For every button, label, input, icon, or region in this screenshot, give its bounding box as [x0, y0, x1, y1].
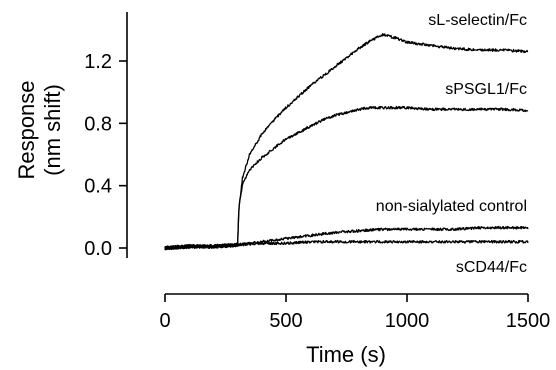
x-ticks: 0 500 1000 1500 [159, 294, 550, 332]
x-tick-label: 500 [269, 310, 302, 332]
x-tick-label: 0 [159, 310, 170, 332]
series-line-scd44 [164, 239, 529, 251]
series-line-sl-selectin [164, 32, 529, 251]
series-label-scd44: sCD44/Fc [456, 259, 527, 276]
x-tick-label: 1000 [385, 310, 430, 332]
series-label-non-sialylated-control: non-sialylated control [376, 198, 527, 215]
y-tick-label: 0.4 [84, 176, 112, 198]
y-tick-label: 1.2 [84, 51, 112, 73]
y-ticks: 0.0 0.4 0.8 1.2 [84, 51, 127, 260]
series-label-spsgl1: sPSGL1/Fc [445, 81, 527, 98]
series-label-sl-selectin: sL-selectin/Fc [428, 12, 527, 29]
x-axis-label: Time (s) [306, 342, 386, 367]
y-tick-label: 0.0 [84, 238, 112, 260]
series-layer [164, 32, 529, 251]
y-tick-label: 0.8 [84, 113, 112, 135]
y-axis-label: Response (nm shift) [14, 80, 65, 179]
x-tick-label: 1500 [506, 310, 551, 332]
y-axis-label-line-1: Response [14, 80, 39, 179]
y-axis-label-line-2: (nm shift) [40, 84, 65, 176]
